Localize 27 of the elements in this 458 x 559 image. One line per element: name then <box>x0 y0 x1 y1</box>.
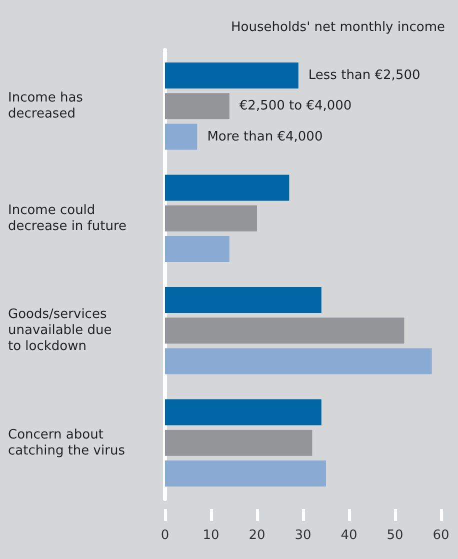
bar <box>165 124 198 150</box>
series-label: More than €4,000 <box>207 129 323 144</box>
x-tick-label: 50 <box>386 528 404 543</box>
x-tick-label: 40 <box>340 528 358 543</box>
legend-title: Households' net monthly income <box>231 20 446 35</box>
bar <box>165 205 257 232</box>
x-tick-label: 30 <box>294 528 312 543</box>
bar <box>165 236 230 262</box>
y-tick-label: Income has decreased <box>8 90 84 122</box>
series-label: Less than €2,500 <box>308 68 420 83</box>
bar <box>165 460 326 487</box>
bar <box>165 318 404 344</box>
bar <box>165 430 312 456</box>
bar <box>165 62 298 88</box>
bar <box>165 286 322 313</box>
bar <box>165 174 290 201</box>
bar <box>165 348 432 374</box>
x-tick-label: 10 <box>202 528 220 543</box>
y-tick-label: Income could decrease in future <box>8 202 127 234</box>
series-label: €2,500 to €4,000 <box>239 98 352 114</box>
y-tick-label: Goods/services unavailable due to lockdown <box>8 307 112 354</box>
bar <box>165 399 322 426</box>
bar <box>165 93 230 120</box>
x-tick-label: 0 <box>160 528 170 543</box>
y-tick-label: Concern about catching the virus <box>8 427 126 458</box>
x-tick-label: 60 <box>432 528 450 543</box>
x-tick-label: 20 <box>248 528 266 543</box>
